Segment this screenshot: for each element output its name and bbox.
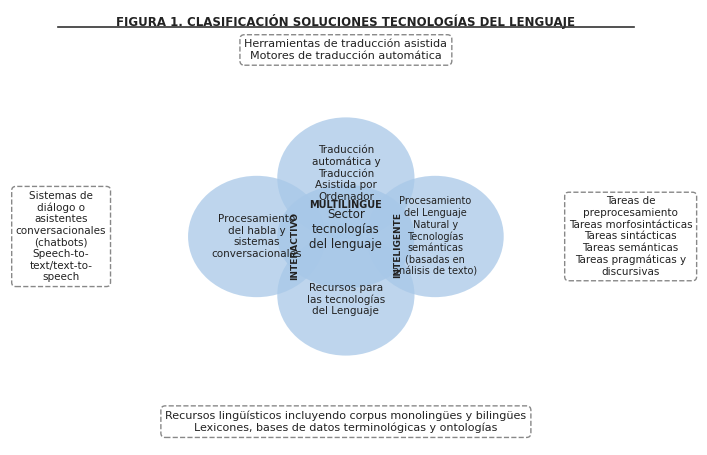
Text: INTELIGENTE: INTELIGENTE (393, 212, 402, 278)
Text: FIGURA 1. CLASIFICACIÓN SOLUCIONES TECNOLOGÍAS DEL LENGUAJE: FIGURA 1. CLASIFICACIÓN SOLUCIONES TECNO… (117, 14, 575, 29)
Text: INTERACTIVO: INTERACTIVO (290, 212, 299, 279)
Ellipse shape (188, 176, 325, 297)
Text: Procesamiento
del habla y
sistemas
conversacionales: Procesamiento del habla y sistemas conve… (211, 214, 302, 259)
Text: Recursos para
las tecnologías
del Lenguaje: Recursos para las tecnologías del Lengua… (307, 283, 385, 316)
Ellipse shape (277, 117, 414, 239)
Text: Tareas de
preprocesamiento
Tareas morfosintácticas
Tareas sintácticas
Tareas sem: Tareas de preprocesamiento Tareas morfos… (569, 197, 692, 277)
Text: Recursos lingüísticos incluyendo corpus monolingües y bilingües
Lexicones, bases: Recursos lingüísticos incluyendo corpus … (165, 410, 527, 433)
Text: Sistemas de
diálogo o
asistentes
conversacionales
(chatbots)
Speech-to-
text/tex: Sistemas de diálogo o asistentes convers… (16, 191, 106, 283)
Text: Herramientas de traducción asistida
Motores de traducción automática: Herramientas de traducción asistida Moto… (245, 39, 448, 61)
Ellipse shape (366, 176, 503, 297)
Text: Traducción
automática y
Traducción
Asistida por
Ordenador: Traducción automática y Traducción Asist… (312, 145, 380, 202)
Ellipse shape (277, 185, 414, 288)
Ellipse shape (277, 234, 414, 356)
Text: Procesamiento
del Lenguaje
Natural y
Tecnologías
semánticas
(basadas en
análisis: Procesamiento del Lenguaje Natural y Tec… (393, 197, 477, 277)
Text: Sector
tecnologías
del lenguaje: Sector tecnologías del lenguaje (310, 208, 382, 251)
Text: MULTILINGUE: MULTILINGUE (310, 200, 382, 210)
